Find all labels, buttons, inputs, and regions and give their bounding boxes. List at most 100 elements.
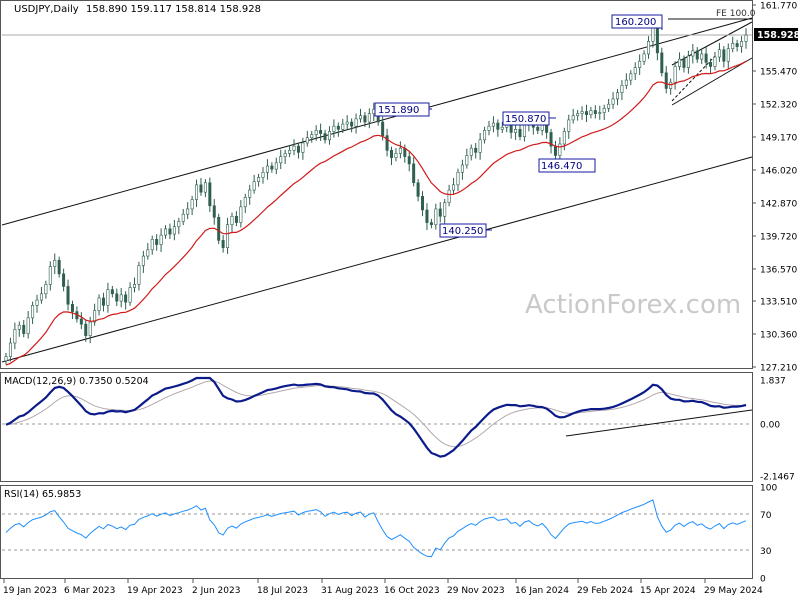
candle-body: [416, 182, 420, 197]
candle-body: [740, 41, 744, 47]
candle-body: [265, 165, 269, 173]
price-axis-label: 161.770: [760, 2, 797, 12]
candle-body: [208, 182, 212, 207]
macd-axis-label: 1.837: [760, 377, 786, 387]
candle-body: [336, 125, 340, 130]
candle-body: [381, 121, 385, 136]
candle-body: [17, 324, 21, 330]
candle-body: [483, 130, 487, 141]
candle-body: [44, 284, 48, 295]
price-axis-label: 133.510: [760, 298, 797, 308]
candle-body: [177, 221, 181, 228]
candle-body: [310, 134, 314, 139]
price-axis-label: 142.870: [760, 199, 797, 209]
candle-body: [429, 222, 433, 225]
candle-body: [695, 50, 699, 60]
x-axis-label: 29 Nov 2023: [447, 586, 505, 596]
candle-body: [500, 126, 504, 130]
candle-body: [150, 239, 154, 251]
candle-body: [35, 299, 39, 306]
candle-body: [319, 130, 323, 134]
candle-body: [536, 126, 540, 131]
candle-body: [412, 163, 416, 184]
candle-body: [518, 129, 522, 137]
candle-body: [186, 208, 190, 215]
candle-body: [341, 123, 345, 130]
candle-body: [296, 145, 300, 153]
x-axis-label: 31 Aug 2023: [321, 586, 379, 596]
candle-body: [323, 133, 327, 141]
candle-body: [217, 217, 221, 241]
rsi-axis-label: 70: [760, 511, 772, 521]
candle-body: [350, 121, 354, 127]
candle-body: [571, 115, 575, 121]
rsi-axis-label: 30: [760, 547, 772, 557]
price-axis-label: 139.720: [760, 232, 797, 242]
candle-body: [88, 321, 92, 336]
candle-body: [478, 139, 482, 153]
x-axis-label: 19 Apr 2023: [127, 586, 183, 596]
candle-body: [292, 145, 296, 151]
candle-body: [633, 67, 637, 75]
candle-body: [155, 239, 159, 245]
candle-body: [611, 98, 615, 105]
candle-body: [669, 81, 673, 89]
candle-body: [172, 226, 176, 235]
candle-body: [141, 255, 145, 266]
candle-body: [629, 73, 633, 81]
candle-body: [580, 111, 584, 114]
candle-body: [39, 293, 43, 301]
candle-body: [593, 110, 597, 114]
candle-body: [288, 149, 292, 154]
x-axis-label: 16 Jan 2024: [515, 586, 569, 596]
macd-trendline: [565, 409, 753, 437]
candle-body: [398, 147, 402, 154]
candle-body: [257, 177, 261, 183]
candle-body: [190, 199, 194, 210]
dotted-segment: [671, 55, 716, 102]
rsi-axis: 100 70 30 0: [760, 484, 777, 585]
candle-body: [553, 145, 557, 156]
candle-body: [562, 131, 566, 145]
candle-body: [487, 125, 491, 131]
candle-body: [717, 49, 721, 58]
price-axis-label: 146.020: [760, 166, 797, 176]
label-151890: 151.890: [374, 102, 430, 117]
label-160200-text: 160.200: [615, 17, 656, 28]
candle-body: [8, 342, 12, 357]
x-axis-label: 19 Jan 2023: [3, 586, 57, 596]
fe-100-label: FE 100.0: [716, 9, 756, 19]
macd-axis-label: -2.1467: [760, 473, 795, 483]
candle-body: [62, 273, 66, 287]
candle-body: [713, 56, 717, 67]
candle-body: [252, 181, 256, 191]
candle-body: [624, 79, 628, 86]
candle-body: [168, 228, 172, 235]
channel-lower-line: [1, 156, 753, 363]
candle-body: [115, 293, 119, 302]
candle-body: [589, 110, 593, 115]
candle-body: [620, 85, 624, 93]
candle-body: [460, 164, 464, 173]
candle-body: [137, 265, 141, 285]
candle-body: [301, 142, 305, 153]
macd-axis: 1.837 0.00 -2.1467: [760, 377, 795, 483]
candle-body: [660, 52, 664, 74]
candle-body: [133, 284, 137, 288]
macd-label: MACD(12,26,9) 0.7350 0.5204: [4, 376, 149, 387]
candle-body: [447, 189, 451, 203]
candle-body: [226, 224, 230, 248]
candle-body: [4, 356, 8, 362]
candle-body: [602, 108, 606, 113]
candle-body: [261, 171, 265, 178]
candle-body: [234, 215, 238, 223]
candle-body: [79, 318, 83, 325]
candle-body: [31, 305, 35, 319]
rsi-line: [5, 499, 747, 558]
candle-body: [279, 156, 283, 164]
candle-body: [390, 149, 394, 158]
candle-body: [385, 135, 389, 151]
candle-body: [549, 132, 553, 147]
rsi-label: RSI(14) 65.9853: [4, 489, 81, 500]
candle-body: [159, 234, 163, 245]
